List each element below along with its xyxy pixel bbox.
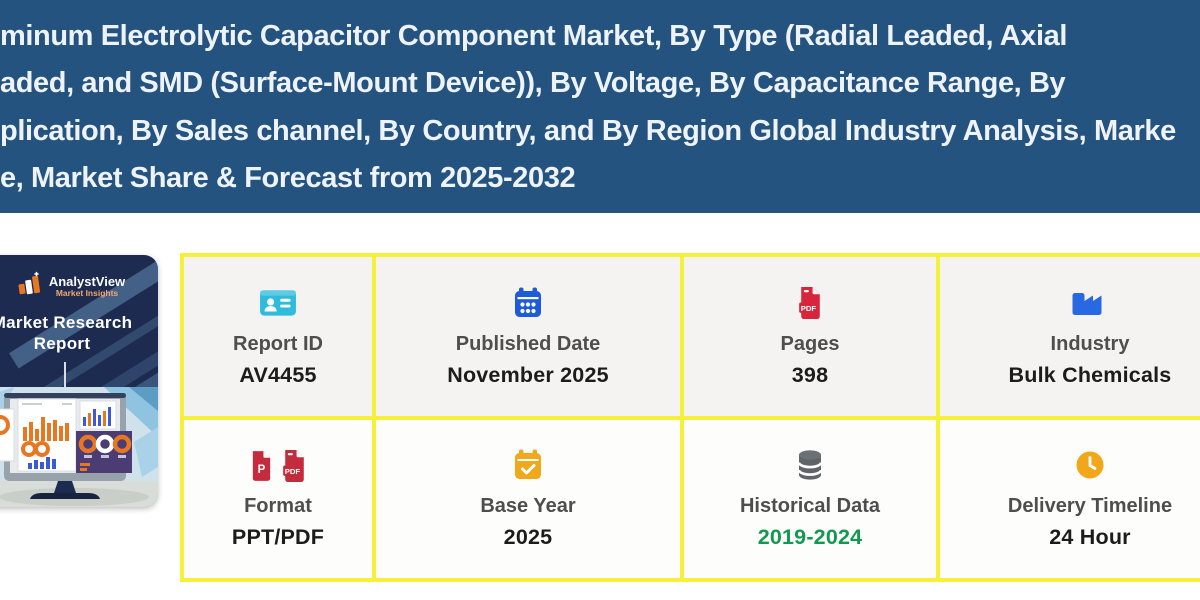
report-title-banner: minum Electrolytic Capacitor Component M… — [0, 0, 1200, 213]
meta-label: Industry — [1050, 332, 1130, 355]
meta-value: 398 — [791, 362, 829, 387]
meta-cell-published-date: Published Date November 2025 — [376, 257, 680, 416]
page-title-line: plication, By Sales channel, By Country,… — [0, 115, 1176, 147]
calendar-icon — [513, 285, 543, 321]
calendar-check-icon — [513, 447, 543, 483]
report-card-title: Market Research Report — [0, 312, 140, 354]
report-card-title-line: Report — [33, 334, 91, 353]
meta-label: Delivery Timeline — [1007, 495, 1173, 518]
meta-label: Format — [244, 495, 312, 518]
svg-text:PDF: PDF — [800, 304, 816, 313]
svg-text:PDF: PDF — [284, 467, 300, 476]
monitor-charts-illustration — [0, 387, 158, 507]
meta-label: Base Year — [480, 495, 576, 518]
database-icon — [796, 447, 824, 483]
meta-label: Report ID — [233, 332, 323, 355]
meta-value: 2019-2024 — [757, 525, 863, 550]
meta-cell-delivery-timeline: Delivery Timeline 24 Hour — [940, 419, 1200, 578]
meta-value: PPT/PDF — [231, 525, 325, 550]
page-title-line: e, Market Share & Forecast from 2025-203… — [0, 162, 576, 194]
meta-cell-report-id: Report ID AV4455 — [184, 257, 372, 416]
meta-cell-base-year: Base Year 2025 — [376, 419, 680, 578]
factory-icon — [1072, 285, 1108, 321]
meta-cell-industry: Industry Bulk Chemicals — [940, 257, 1200, 416]
clock-icon — [1075, 447, 1105, 483]
brand-name: AnalystView — [48, 274, 126, 290]
pdf-file-icon: PDF — [797, 285, 824, 321]
meta-cell-format: P PDF Format PPT/PDF — [184, 419, 372, 578]
page-title-line: aded, and SMD (Surface-Mount Device)), B… — [0, 67, 1066, 99]
ppt-pdf-files-icon: P PDF — [249, 447, 308, 483]
meta-value: 2025 — [503, 525, 553, 550]
meta-label: Pages — [780, 332, 840, 355]
report-card-title-line: Market Research — [0, 313, 133, 332]
meta-value: November 2025 — [447, 362, 609, 387]
report-meta-grid: Report ID AV4455 Published Date November… — [180, 253, 1200, 582]
bar-chart-logo-icon — [17, 271, 43, 302]
meta-cell-pages: PDF Pages 398 — [684, 257, 936, 416]
brand-logo: AnalystView Market Insights — [0, 271, 158, 302]
meta-value: 24 Hour — [1049, 525, 1131, 550]
divider — [64, 362, 66, 390]
svg-text:P: P — [257, 464, 265, 476]
report-cover-card: AnalystView Market Insights Market Resea… — [0, 255, 158, 507]
brand-tagline: Market Insights — [55, 287, 119, 298]
page-title-line: minum Electrolytic Capacitor Component M… — [0, 20, 1068, 52]
meta-cell-historical-data: Historical Data 2019-2024 — [684, 419, 936, 578]
id-card-icon — [259, 285, 297, 321]
meta-value: AV4455 — [239, 362, 317, 387]
meta-value: Bulk Chemicals — [1008, 362, 1172, 387]
meta-label: Historical Data — [739, 495, 881, 518]
meta-label: Published Date — [455, 332, 601, 355]
